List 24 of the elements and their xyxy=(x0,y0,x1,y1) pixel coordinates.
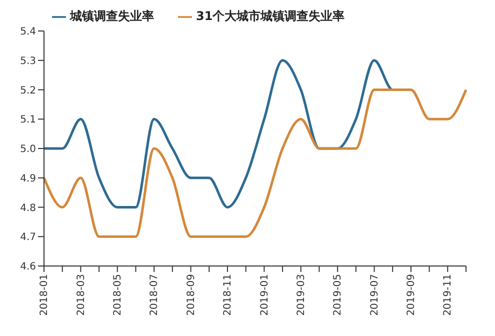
x-tick-label: 2019-01 xyxy=(259,274,270,316)
x-tick-label: 2019-09 xyxy=(406,274,418,316)
x-tick-label: 2018-01 xyxy=(39,274,50,316)
y-tick-label: 4.8 xyxy=(20,202,36,214)
x-tick-label: 2018-05 xyxy=(112,274,124,316)
x-tick-label: 2019-03 xyxy=(296,274,307,316)
y-tick-label: 5.4 xyxy=(20,26,36,38)
y-tick-label: 5.1 xyxy=(20,114,36,126)
x-tick-label: 2019-11 xyxy=(442,274,454,316)
x-tick-label: 2019-05 xyxy=(332,274,344,316)
y-tick-label: 4.7 xyxy=(20,232,36,244)
x-tick-label: 2018-11 xyxy=(222,274,234,316)
x-tick-label: 2019-07 xyxy=(369,274,380,316)
legend-label: 城镇调查失业率 xyxy=(70,9,154,23)
y-tick-label: 4.6 xyxy=(20,262,36,273)
legend-label: 31个大城市城镇调查失业率 xyxy=(196,9,345,23)
y-tick-label: 5.0 xyxy=(20,144,36,156)
x-tick-label: 2018-09 xyxy=(186,274,197,316)
y-tick-label: 4.9 xyxy=(20,173,36,184)
line-series xyxy=(42,88,468,238)
y-tick-label: 5.3 xyxy=(20,56,36,67)
x-tick-label: 2018-03 xyxy=(76,274,87,316)
y-tick-label: 5.2 xyxy=(20,85,36,96)
x-tick-label: 2018-07 xyxy=(149,274,160,316)
